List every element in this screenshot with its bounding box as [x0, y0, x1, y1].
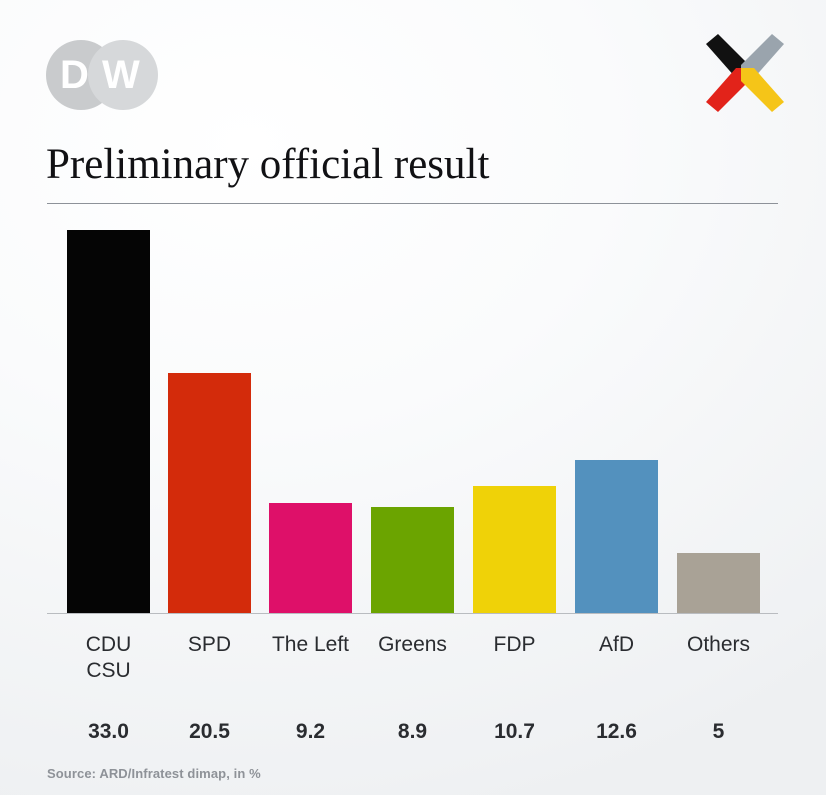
- chart-baseline-axis: [47, 613, 778, 614]
- category-label-line1: The Left: [271, 633, 350, 656]
- pinwheel-arm-black: [706, 34, 749, 78]
- bar-the-left: [269, 503, 352, 613]
- category-label-line1: CDU: [85, 633, 132, 656]
- value-label: 20.5: [189, 720, 230, 743]
- bar-fdp: [473, 486, 556, 613]
- bar-greens: [371, 507, 454, 613]
- value-label: 10.7: [494, 720, 535, 743]
- category-label-line1: Greens: [378, 633, 447, 656]
- category-spd: SPD 20.5: [158, 632, 261, 743]
- category-cdu-csu: CDU CSU 33.0: [57, 632, 160, 743]
- value-label: 33.0: [88, 720, 129, 743]
- source-note: Source: ARD/Infratest dimap, in %: [47, 766, 261, 781]
- category-afd: AfD 12.6: [565, 632, 668, 743]
- value-label: 12.6: [596, 720, 637, 743]
- title-divider: [47, 203, 778, 204]
- category-label-line1: FDP: [493, 633, 536, 656]
- category-label-line2: CSU: [86, 659, 131, 682]
- category-label-line1: Others: [686, 633, 751, 656]
- category-label-line1: AfD: [598, 633, 634, 656]
- dw-logo-letter-w: W: [102, 53, 140, 97]
- pinwheel-arm-red: [706, 68, 749, 112]
- value-label: 8.9: [397, 720, 428, 743]
- category-label-line1: SPD: [187, 633, 232, 656]
- category-the-left: The Left 9.2: [259, 632, 362, 743]
- pinwheel-arm-yellow: [741, 68, 784, 112]
- category-fdp: FDP 10.7: [463, 632, 566, 743]
- pinwheel-arm-gray: [741, 34, 784, 78]
- dw-logo: D W: [46, 40, 158, 110]
- bar-others: [677, 553, 760, 613]
- dw-logo-circle-right: [88, 40, 158, 110]
- bar-afd: [575, 460, 658, 613]
- value-label: 5: [712, 720, 725, 743]
- dw-pinwheel-x-icon: [702, 32, 788, 114]
- category-others: Others 5: [667, 632, 770, 743]
- bar-cdu-csu: [67, 230, 150, 613]
- category-greens: Greens 8.9: [361, 632, 464, 743]
- page-title: Preliminary official result: [46, 141, 490, 188]
- value-label: 9.2: [295, 720, 326, 743]
- bar-spd: [168, 373, 251, 613]
- dw-logo-letter-d: D: [60, 53, 89, 97]
